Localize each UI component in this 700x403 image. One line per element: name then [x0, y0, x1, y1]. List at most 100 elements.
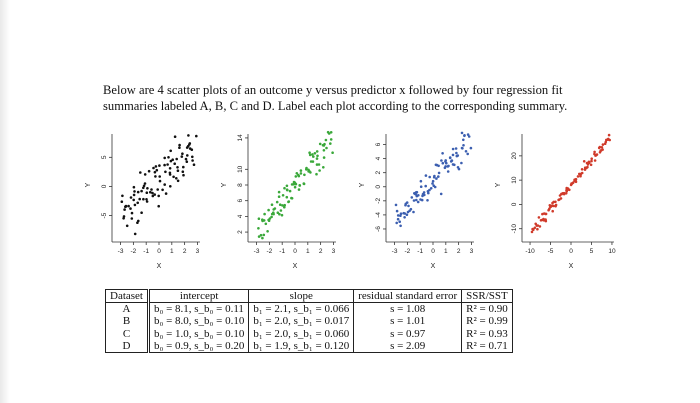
- x-tick-label: 2: [319, 248, 323, 255]
- data-point: [394, 203, 398, 207]
- data-point: [559, 197, 563, 200]
- data-point: [395, 209, 399, 213]
- y-tick-label: 5: [101, 155, 108, 159]
- data-point: [395, 221, 399, 225]
- data-point: [191, 155, 194, 159]
- data-point: [579, 174, 582, 178]
- data-point: [429, 187, 433, 190]
- data-point: [270, 203, 274, 206]
- cell-rse: s = 1.01: [353, 315, 463, 328]
- y-tick-label: 0: [375, 185, 382, 189]
- data-point: [451, 147, 455, 151]
- data-point: [130, 211, 134, 215]
- data-point: [136, 201, 139, 205]
- data-point: [297, 174, 301, 178]
- prompt-line-2: summaries labeled A, B, C and D. Label e…: [103, 99, 568, 113]
- data-point: [169, 149, 172, 153]
- data-point: [435, 177, 438, 180]
- table-row: D b₀ = 0.9, s_b₀ = 0.20 b₁ = 1.9, s_b₁ =…: [105, 339, 513, 354]
- data-point: [322, 156, 326, 159]
- x-tick-label: -1: [417, 248, 423, 255]
- data-point: [178, 146, 181, 149]
- data-point: [574, 177, 578, 181]
- cell-r2: R² = 0.71: [461, 339, 513, 354]
- data-point: [277, 195, 281, 198]
- y-tick-label: 10: [511, 176, 518, 184]
- data-point: [585, 166, 588, 170]
- data-point: [580, 171, 584, 175]
- x-tick-label: -10: [525, 248, 535, 255]
- data-point: [262, 219, 266, 222]
- data-point: [607, 133, 611, 137]
- data-point: [288, 189, 292, 193]
- x-axis-label: X: [293, 263, 298, 270]
- data-point: [568, 188, 571, 192]
- x-tick-label: -3: [254, 248, 260, 255]
- regression-summary-table: Dataset intercept slope residual standar…: [105, 288, 513, 354]
- data-point: [554, 200, 557, 204]
- data-point: [456, 154, 460, 157]
- data-point: [287, 200, 290, 204]
- y-tick-label: -6: [375, 226, 382, 232]
- data-point: [600, 146, 604, 149]
- data-point: [544, 212, 547, 216]
- data-point: [132, 185, 136, 189]
- cell-slope: b₁ = 2.0, s_b₁ = 0.017: [248, 315, 355, 328]
- data-point: [424, 174, 428, 177]
- data-point: [178, 143, 181, 147]
- data-point: [124, 204, 128, 208]
- data-point: [323, 142, 326, 146]
- table-row: C b₀ = 1.0, s_b₀ = 0.10 b₁ = 2.0, s_b₁ =…: [105, 327, 513, 340]
- cell-intercept: b₀ = 8.0, s_b₀ = 0.10: [146, 315, 250, 328]
- cell-r2: R² = 0.99: [461, 315, 513, 328]
- data-point: [175, 157, 178, 161]
- data-point: [327, 132, 331, 135]
- data-point: [281, 204, 284, 207]
- data-point: [469, 146, 473, 150]
- y-tick-label: 10: [237, 165, 244, 173]
- data-point: [138, 197, 141, 201]
- data-point: [295, 172, 299, 175]
- data-point: [422, 191, 426, 194]
- data-point: [299, 172, 303, 175]
- data-point: [324, 138, 328, 142]
- data-point: [437, 175, 440, 178]
- data-point: [412, 199, 416, 202]
- data-point: [427, 191, 430, 195]
- data-point: [399, 214, 402, 217]
- data-point: [142, 197, 145, 201]
- data-point: [261, 236, 264, 240]
- data-point: [285, 184, 289, 188]
- data-point: [536, 227, 539, 231]
- y-axis-label: Y: [359, 182, 366, 187]
- data-point: [412, 210, 415, 214]
- data-point: [588, 161, 591, 164]
- x-tick-label: 0: [293, 248, 297, 255]
- data-point: [136, 190, 140, 194]
- data-point: [552, 204, 555, 208]
- data-point: [454, 147, 458, 150]
- data-point: [416, 200, 420, 204]
- table-header-row: Dataset intercept slope residual standar…: [105, 288, 513, 304]
- data-point: [153, 193, 156, 196]
- data-point: [562, 192, 566, 196]
- data-point: [576, 175, 580, 178]
- data-point: [331, 151, 334, 154]
- x-tick-label: -3: [392, 248, 398, 255]
- data-point: [409, 207, 413, 211]
- data-point: [536, 224, 540, 227]
- data-point: [176, 166, 179, 169]
- data-point: [283, 205, 286, 209]
- data-point: [169, 185, 172, 188]
- data-point: [565, 189, 568, 193]
- x-tick-label: 5: [590, 248, 594, 255]
- data-point: [192, 163, 196, 166]
- data-point: [155, 168, 159, 172]
- data-point: [278, 203, 282, 206]
- data-point: [316, 154, 319, 158]
- data-point: [283, 203, 287, 207]
- data-point: [158, 175, 161, 178]
- data-point: [530, 230, 534, 234]
- cell-rse: s = 2.09: [353, 339, 463, 354]
- data-point: [590, 159, 593, 163]
